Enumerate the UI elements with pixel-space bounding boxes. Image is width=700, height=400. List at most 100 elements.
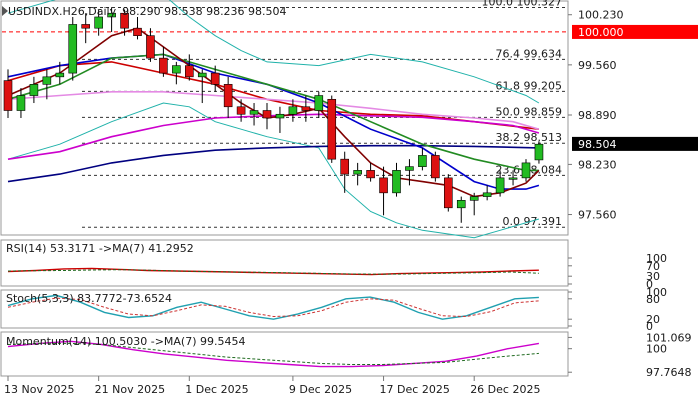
price-tick-label: 99.560 xyxy=(578,59,617,72)
candle xyxy=(42,69,52,100)
indicator-tick-label: 97.7648 xyxy=(646,366,692,379)
candle xyxy=(482,185,492,201)
price-tick-label: 98.230 xyxy=(578,158,617,171)
candle-body xyxy=(353,170,362,175)
header-symbol: USDINDX.H26,Daily 98.290 98.538 98.236 98… xyxy=(8,5,287,18)
candle xyxy=(418,147,427,171)
candle-body xyxy=(3,80,13,111)
momentum-label: Momentum(14) 100.5030 ->MA(7) 99.5454 xyxy=(6,335,246,348)
candle-body xyxy=(146,35,155,59)
candle-body xyxy=(456,200,466,209)
candle xyxy=(172,61,181,85)
candle-body xyxy=(133,27,142,36)
candle-body xyxy=(197,72,207,78)
indicator-tick-label: 100 xyxy=(646,343,667,356)
candle xyxy=(456,196,466,223)
date-tick-label: 17 Dec 2025 xyxy=(380,383,450,396)
candle-body xyxy=(223,84,233,108)
candle xyxy=(185,54,194,81)
candle-body xyxy=(16,95,26,111)
red-level-badge-label: 100.000 xyxy=(578,26,624,39)
candle-body xyxy=(340,158,350,175)
candle xyxy=(301,95,311,122)
candle-body xyxy=(29,84,39,96)
price-axis: 100.230 99.560 98.890 98.230 97.560 100.000 98… xyxy=(568,9,698,222)
candle xyxy=(81,13,90,44)
candle-body xyxy=(327,98,337,160)
candle xyxy=(146,28,155,62)
fib-label: 50.0 98.859 xyxy=(496,105,562,118)
candle xyxy=(133,16,142,40)
fib-label: 38.2 98.513 xyxy=(496,131,562,144)
red-level-badge xyxy=(572,24,698,39)
fib-label: 61.8 99.205 xyxy=(496,79,562,92)
candle xyxy=(443,174,453,212)
date-tick-label: 1 Dec 2025 xyxy=(185,383,248,396)
candle-body xyxy=(55,72,65,78)
candle xyxy=(197,69,207,104)
candle xyxy=(3,69,13,118)
stoch-label: Stoch(5,3,3) 83.7772-73.6524 xyxy=(6,292,172,305)
indicator-tick-label: 70 xyxy=(646,260,660,273)
candle-body xyxy=(172,65,181,74)
bb-upper-line xyxy=(7,0,540,104)
indicator-tick-label: 30 xyxy=(646,270,660,283)
candle-body xyxy=(405,166,414,171)
candle-body xyxy=(107,12,116,18)
current-price-badge-label: 98.504 xyxy=(578,138,617,151)
price-tick-label: 97.560 xyxy=(578,209,617,222)
candle xyxy=(288,99,298,122)
candle xyxy=(534,141,544,164)
candle xyxy=(405,159,414,186)
price-tick-label: 100.230 xyxy=(578,9,624,22)
candle xyxy=(353,162,362,186)
candle xyxy=(327,95,337,163)
indicator-signal-line xyxy=(7,342,539,365)
candle-body xyxy=(379,177,388,194)
indicator-signal-line xyxy=(7,269,539,275)
candle xyxy=(521,159,531,182)
date-tick-label: 9 Dec 2025 xyxy=(289,383,352,396)
current-price-badge xyxy=(572,136,698,151)
ma-navy-line xyxy=(7,144,539,183)
candle xyxy=(495,170,505,197)
date-axis: 13 Nov 2025 21 Nov 2025 1 Dec 2025 9 Dec 20… xyxy=(4,376,540,396)
rsi-frame xyxy=(0,239,569,287)
candles xyxy=(3,7,544,223)
candle-body xyxy=(94,16,103,29)
bollinger-bands xyxy=(7,0,540,239)
candle-body xyxy=(120,12,129,29)
fib-label: 76.4 99.634 xyxy=(496,47,562,60)
candle xyxy=(379,166,388,216)
candle xyxy=(16,88,26,118)
candle xyxy=(262,103,272,130)
candle-body xyxy=(262,110,272,119)
candle xyxy=(249,103,259,126)
indicator-tick-label: 20 xyxy=(646,313,660,326)
candle-body xyxy=(81,24,90,29)
indicator-tick-label: 100 xyxy=(646,252,667,265)
candle-body xyxy=(521,162,531,179)
candle-body xyxy=(275,113,285,119)
bb-lower-line xyxy=(7,102,540,239)
rsi-label: RSI(14) 53.3171 ->MA(7) 41.2952 xyxy=(6,242,194,255)
candle-body xyxy=(236,106,246,115)
candle xyxy=(120,9,129,36)
candle xyxy=(210,65,220,92)
header-arrow-icon xyxy=(2,6,8,16)
candle xyxy=(392,162,401,197)
main-panel: 100.0 100.327 76.4 99.634 61.8 99.205 50.0 … xyxy=(0,0,569,239)
date-tick-label: 26 Dec 2025 xyxy=(470,383,540,396)
momentum-frame xyxy=(0,331,569,377)
indicator-tick-label: 80 xyxy=(646,293,660,306)
candle xyxy=(431,151,440,182)
date-tick-label: 13 Nov 2025 xyxy=(4,383,74,396)
indicator-tick-label: 0 xyxy=(646,278,653,291)
candle-body xyxy=(431,155,440,179)
